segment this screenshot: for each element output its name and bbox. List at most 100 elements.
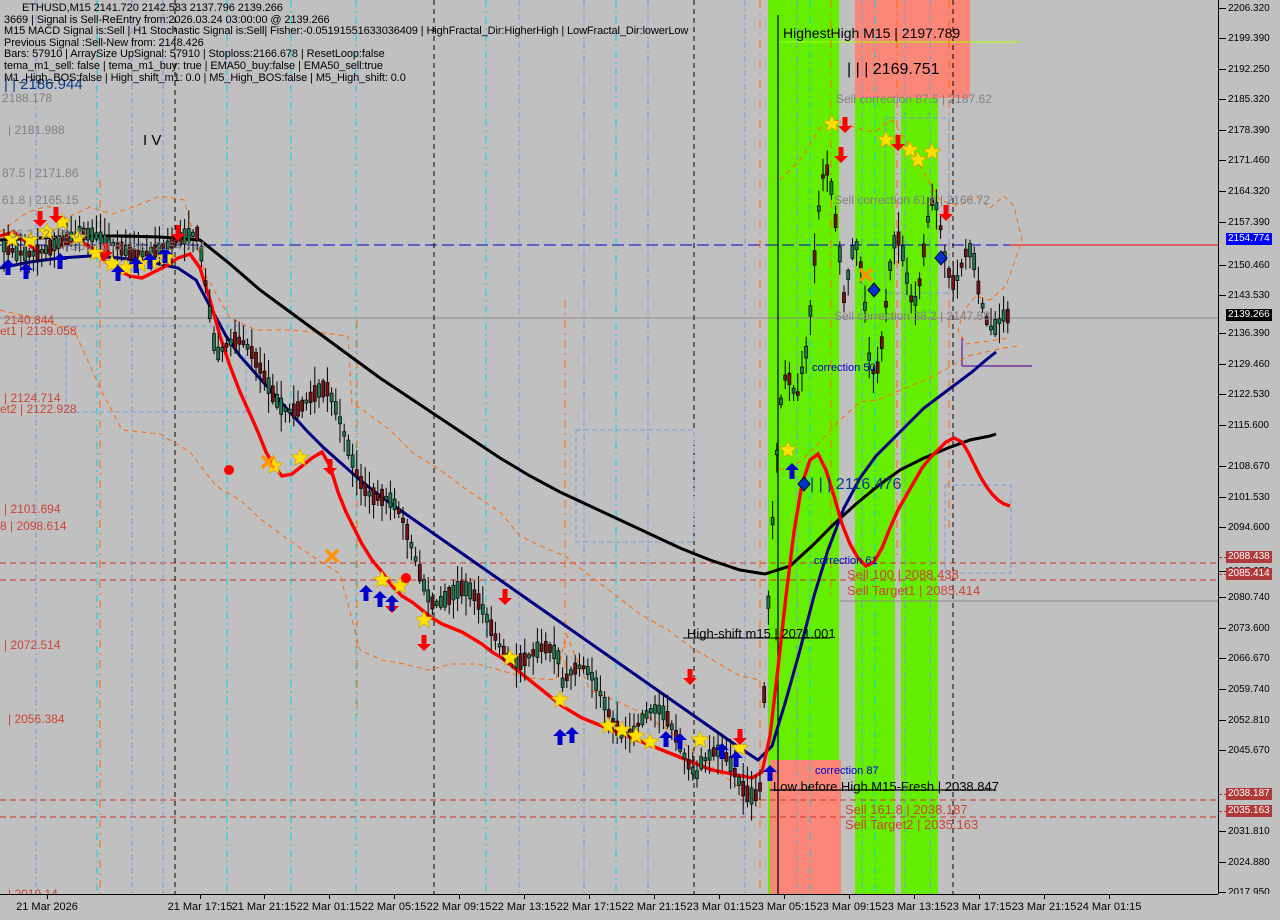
time-tick [1044, 895, 1045, 899]
time-scale[interactable]: 21 Mar 2026 21 Mar 17:15 21 Mar 21:15 22 Ma… [0, 894, 1280, 920]
chart-level-label: et1 | 2139.058 [0, 324, 77, 338]
time-tick-label: 23 Mar 01:15 [686, 901, 752, 913]
time-tick [784, 895, 785, 899]
highlight-zone-red [855, 0, 970, 98]
price-pill-target: 2088.438 [1226, 551, 1272, 563]
price-tick-label: 2080.740 [1228, 592, 1270, 603]
time-tick [459, 895, 460, 899]
price-tick-label: 2045.670 [1228, 745, 1270, 756]
price-tick-label: 2206.320 [1228, 3, 1270, 14]
price-pill-target: 2085.414 [1226, 568, 1272, 580]
time-tick-label: 23 Mar 17:15 [946, 901, 1012, 913]
time-tick [849, 895, 850, 899]
price-pill-connector [1219, 811, 1227, 812]
highlight-zone-red [770, 760, 841, 894]
price-tick: 2199.390 [1219, 33, 1280, 44]
price-tick-label: 2108.670 [1228, 461, 1270, 472]
axis-corner [1218, 894, 1280, 920]
price-tick-label: 2031.810 [1228, 826, 1270, 837]
price-tick-label: 2017.950 [1228, 887, 1270, 898]
chart-canvas[interactable]: | | 2186.944 2188.178 | 2181.988 I V 87.5 | … [0, 0, 1218, 894]
time-tick-label: 22 Mar 01:15 [296, 901, 362, 913]
chart-annotation: correction 50 [812, 362, 876, 374]
chart-annotation: | | | 2169.751 [847, 61, 940, 78]
price-tick: 2143.530 [1219, 290, 1280, 301]
time-tick-label: 21 Mar 17:15 [167, 901, 233, 913]
chart-level-label: | 2072.514 [4, 638, 61, 652]
chart-annotation: | | | 2116.476 [810, 476, 902, 493]
time-tick [394, 895, 395, 899]
price-tick: 2206.320 [1219, 3, 1280, 14]
time-tick-label: 23 Mar 13:15 [881, 901, 947, 913]
price-pill-target: 2038.187 [1226, 788, 1272, 800]
time-tick [264, 895, 265, 899]
chart-level-label: 2140.844 [4, 313, 55, 327]
price-scale[interactable]: 2206.320 2199.390 2192.250 2185.320 2178.390… [1218, 0, 1280, 898]
time-tick-label: 23 Mar 21:15 [1011, 901, 1077, 913]
price-tick-label: 2066.670 [1228, 653, 1270, 664]
time-tick-label: 22 Mar 13:15 [491, 901, 557, 913]
time-tick-label: 22 Mar 09:15 [426, 901, 492, 913]
price-tick: 2122.530 [1219, 389, 1280, 400]
price-tick: 2192.250 [1219, 64, 1280, 75]
price-tick-label: 2192.250 [1228, 64, 1270, 75]
price-pill-last: 2139.266 [1226, 309, 1272, 321]
price-tick-label: 2129.460 [1228, 359, 1270, 370]
price-pill-target: 2035.163 [1226, 805, 1272, 817]
price-tick: 2157.390 [1219, 217, 1280, 228]
price-tick-label: 2185.320 [1228, 94, 1270, 105]
price-tick-label: 2101.530 [1228, 492, 1270, 503]
time-tick [200, 895, 201, 899]
chart-annotation: HighestHigh M15 | 2197.789 [783, 25, 961, 41]
time-tick [914, 895, 915, 899]
price-pill-connector [1219, 574, 1227, 575]
time-tick-label: 22 Mar 17:15 [556, 901, 622, 913]
time-tick [589, 895, 590, 899]
chart-annotation: Sell correction 38.2 | 2147.88 [834, 309, 990, 323]
time-tick [1109, 895, 1110, 899]
price-tick: 2164.320 [1219, 186, 1280, 197]
chart-level-label: 87.5 | 2171.86 [2, 166, 79, 180]
price-tick: 2052.810 [1219, 715, 1280, 726]
price-tick: 2150.460 [1219, 260, 1280, 271]
signal-marker-layer [1, 114, 953, 781]
time-tick [719, 895, 720, 899]
chart-level-label: 36.2 | 2158.00 [10, 227, 87, 241]
chart-annotation: Sell correction 87.5 | 2187.62 [836, 92, 992, 106]
chart-level-label: | | 2186.944 [4, 76, 83, 93]
time-tick-label: 23 Mar 05:15 [751, 901, 817, 913]
time-tick-label: 21 Mar 2026 [16, 901, 78, 913]
price-tick: 2059.740 [1219, 684, 1280, 695]
chart-annotation: correction 61 [814, 555, 878, 567]
price-tick-label: 2143.530 [1228, 290, 1270, 301]
price-tick-label: 2052.810 [1228, 715, 1270, 726]
time-tick [47, 895, 48, 899]
price-pill-connector [1219, 557, 1227, 558]
chart-annotation: Sell 100 | 2088.438 [847, 567, 959, 582]
time-tick [654, 895, 655, 899]
chart-annotation: correction 87 [815, 765, 879, 777]
price-tick-label: 2178.390 [1228, 125, 1270, 136]
time-tick-label: 22 Mar 05:15 [361, 901, 427, 913]
time-tick-label: 23 Mar 09:15 [816, 901, 882, 913]
chart-level-label: | 2056.384 [8, 712, 65, 726]
price-tick: 2115.600 [1219, 420, 1280, 431]
price-tick: 2017.950 [1219, 887, 1280, 898]
chart-level-label: 61.8 | 2165.15 [2, 193, 79, 207]
price-tick: 2136.390 [1219, 328, 1280, 339]
price-pill-connector [1219, 794, 1227, 795]
price-tick-label: 2171.460 [1228, 155, 1270, 166]
chart-annotation: Sell Target1 | 2085.414 [847, 583, 981, 598]
time-tick-label: 21 Mar 21:15 [231, 901, 297, 913]
price-tick-label: 2115.600 [1228, 420, 1269, 431]
price-tick-label: 2122.530 [1228, 389, 1270, 400]
price-tick-label: 2024.880 [1228, 857, 1270, 868]
price-tick-label: 2150.460 [1228, 260, 1270, 271]
price-tick: 2045.670 [1219, 745, 1280, 756]
price-tick-label: 2164.320 [1228, 186, 1270, 197]
chart-level-label: et2 | 2122.928 [0, 402, 77, 416]
price-tick: 2185.320 [1219, 94, 1280, 105]
chart-annotation: Sell correction 61.8 | 2166.72 [834, 193, 990, 207]
chart-level-label: | 2101.694 [4, 502, 61, 516]
